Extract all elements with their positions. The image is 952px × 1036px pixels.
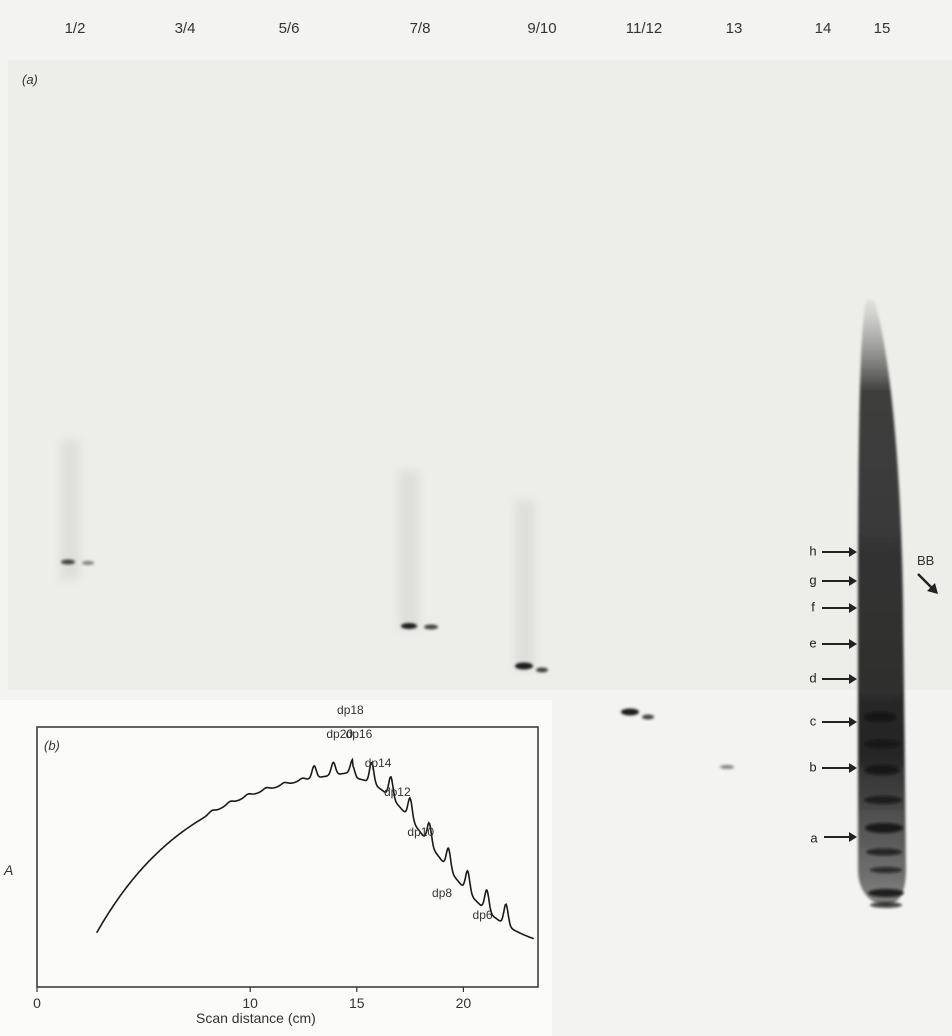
band-marker-d: d bbox=[809, 670, 817, 686]
peak-label-dp16: dp16 bbox=[346, 727, 373, 741]
peak-label-dp14: dp14 bbox=[365, 756, 392, 770]
inset-panel-b: 0 10 15 20 dp20 dp18 dp16 dp14 dp12 dp10 dp8 dp6 (b… bbox=[0, 700, 552, 1036]
lane-label-7-8: 7/8 bbox=[409, 20, 431, 37]
lane-label-14: 14 bbox=[814, 20, 832, 37]
y-axis-label: A bbox=[4, 862, 14, 878]
x-axis-label: Scan distance (cm) bbox=[196, 1010, 316, 1026]
band-marker-a: a bbox=[810, 830, 818, 846]
lane-label-9-10: 9/10 bbox=[527, 20, 557, 37]
band-marker-b: b bbox=[809, 759, 817, 775]
band-marker-h: h bbox=[809, 543, 817, 559]
diagonal-arrow-icon bbox=[917, 573, 938, 594]
peak-label-dp6: dp6 bbox=[473, 908, 493, 922]
x-tick-label: 10 bbox=[242, 995, 258, 1011]
panel-a-label: (a) bbox=[22, 72, 38, 87]
trace-line bbox=[95, 757, 535, 940]
panel-b-label: (b) bbox=[44, 738, 60, 753]
x-tick-label: 15 bbox=[349, 995, 365, 1011]
x-tick-label: 20 bbox=[456, 995, 472, 1011]
arrow-right-icon bbox=[822, 674, 857, 684]
lane-label-13: 13 bbox=[725, 20, 743, 37]
bb-label: BB bbox=[917, 553, 935, 568]
arrow-right-icon bbox=[822, 576, 857, 586]
band-marker-g: g bbox=[809, 572, 817, 588]
band-marker-c: c bbox=[809, 713, 817, 729]
peak-label-dp10: dp10 bbox=[407, 825, 434, 839]
arrow-right-icon bbox=[824, 832, 857, 842]
arrow-right-icon bbox=[822, 603, 857, 613]
lane-label-1-2: 1/2 bbox=[64, 20, 86, 37]
arrow-right-icon bbox=[822, 763, 857, 773]
band-marker-f: f bbox=[811, 599, 815, 615]
lane-label-15: 15 bbox=[873, 20, 891, 37]
band-marker-e: e bbox=[809, 635, 817, 651]
plot-frame bbox=[36, 726, 539, 988]
peak-label-dp12: dp12 bbox=[384, 785, 411, 799]
peak-label-dp18: dp18 bbox=[337, 703, 364, 717]
x-tick-label: 0 bbox=[33, 995, 41, 1011]
arrow-right-icon bbox=[822, 547, 857, 557]
lane-label-11-12: 11/12 bbox=[625, 20, 663, 37]
lane-label-5-6: 5/6 bbox=[278, 20, 300, 37]
lane-label-3-4: 3/4 bbox=[174, 20, 196, 37]
densitometer-trace-chart: 0 10 15 20 dp20 dp18 dp16 dp14 dp12 dp10 dp8 dp6 bbox=[33, 703, 539, 1011]
peak-label-dp20: dp20 bbox=[326, 727, 353, 741]
arrow-right-icon bbox=[822, 717, 857, 727]
arrow-right-icon bbox=[822, 639, 857, 649]
peak-label-dp8: dp8 bbox=[432, 886, 452, 900]
